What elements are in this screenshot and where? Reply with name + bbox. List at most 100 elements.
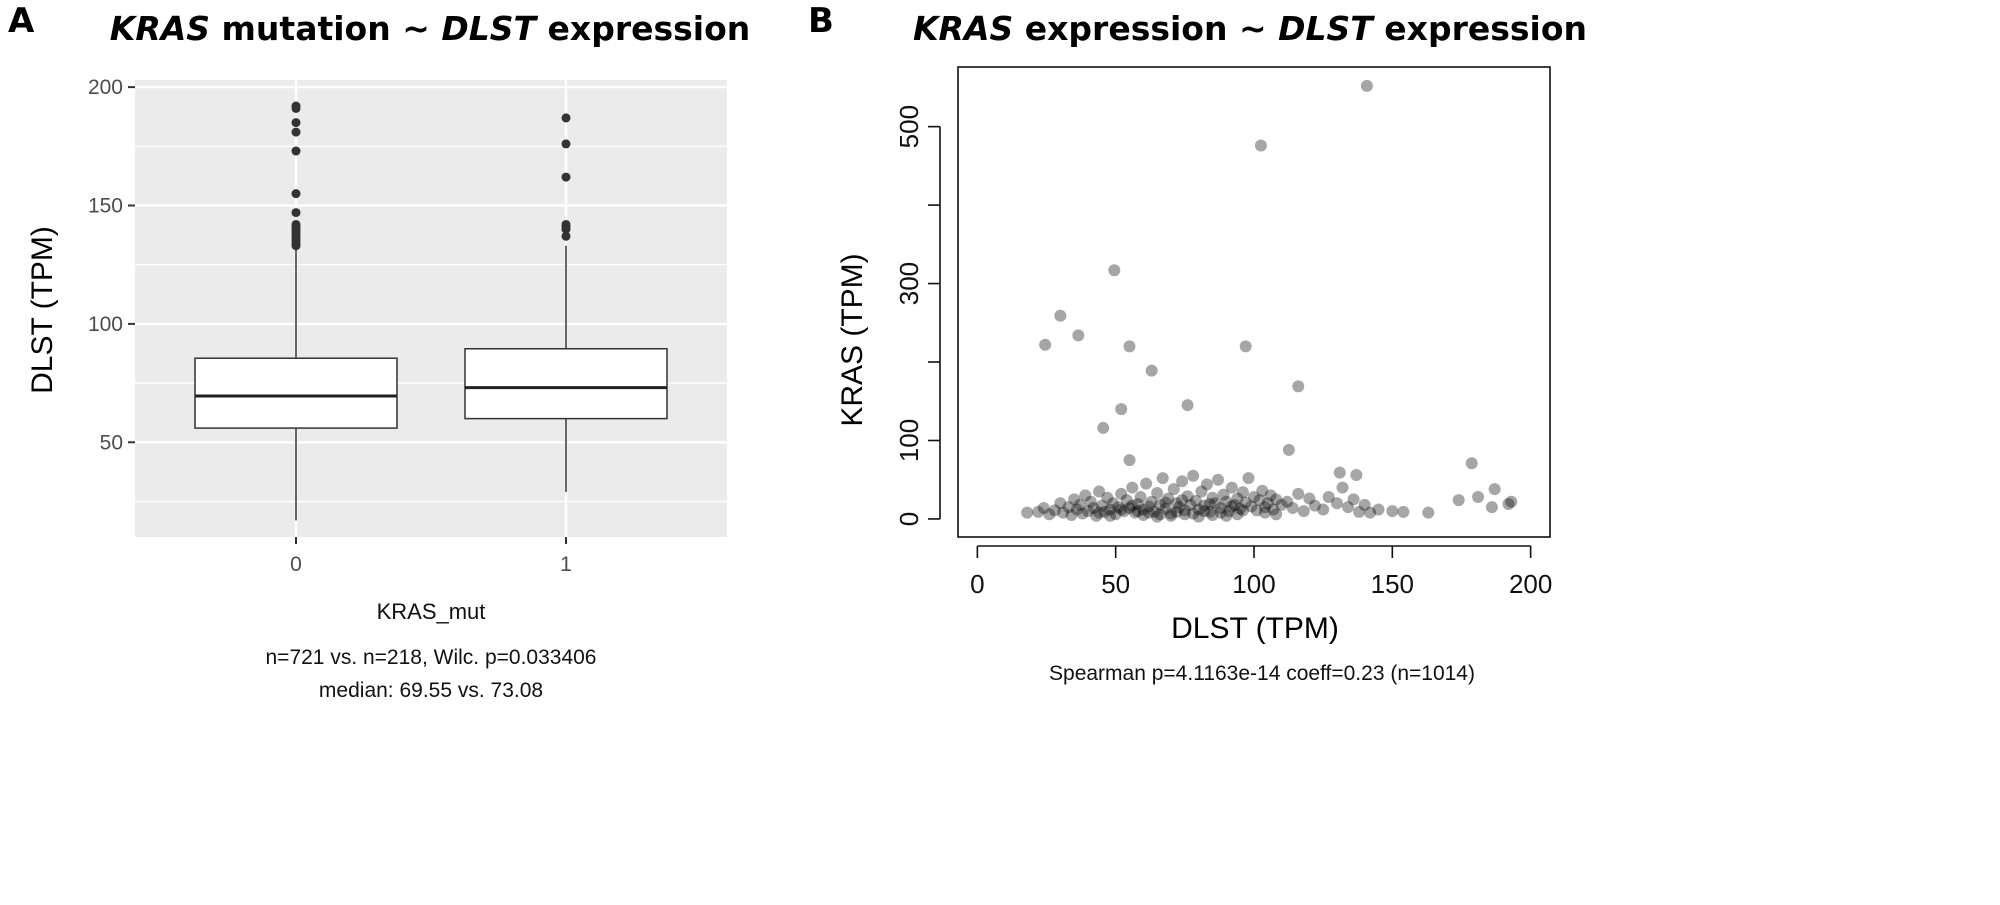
data-point [1292,380,1305,393]
data-point [1281,495,1294,508]
data-point [1108,264,1121,277]
y-tick-label: 0 [894,512,924,526]
data-point [1214,501,1227,514]
y-tick-label: 100 [894,419,924,462]
data-point [1178,508,1191,521]
data-point [1472,490,1485,503]
box [464,348,668,420]
data-point [1065,509,1078,522]
x-tick-label: 0 [290,553,302,576]
scatter-chart: 0 50 100 150 200 0 100 300 500 DLST (TPM) KRAS (TP… [836,66,1552,685]
data-point [1115,487,1128,500]
data-point [1465,457,1478,470]
panel-background [135,80,727,537]
data-point [1386,505,1399,518]
data-point [1214,506,1227,519]
outlier-point [291,127,301,137]
boxplot-chart: 50 100 150 200 0 1 KRAS_mut DLST (TPM) n=721 vs.… [26,76,727,702]
data-point [1087,501,1100,514]
data-point [1148,505,1161,518]
panel-b-letter: B [808,1,834,41]
panel-a-letter: A [8,1,35,41]
data-point [1093,485,1106,498]
data-point [1178,504,1191,517]
data-point [1198,505,1211,518]
y-tick-label: 200 [88,76,123,99]
y-axis-label: DLST (TPM) [26,226,59,394]
data-point [1153,498,1166,511]
data-point [1181,399,1194,412]
y-axis-label: KRAS (TPM) [836,253,869,426]
x-tick-label: 200 [1509,569,1552,599]
data-point [1360,79,1373,92]
data-point [1079,489,1092,502]
data-point [1248,490,1260,503]
data-point [1142,500,1155,513]
data-point [1073,498,1086,511]
data-point [1156,472,1169,485]
data-point [1264,489,1277,502]
data-point [1162,492,1175,505]
data-point [1270,508,1283,521]
data-point [1057,506,1070,519]
data-point [1095,499,1108,512]
data-point [1422,506,1435,519]
data-point [1303,492,1316,505]
data-point [1234,502,1247,515]
data-point [1297,505,1310,518]
data-point [1353,505,1366,518]
data-point [1253,494,1266,507]
x-tick-label: 100 [1232,569,1275,599]
data-point [1347,493,1360,506]
data-point [1228,498,1241,511]
data-point [1159,502,1172,515]
data-point [1200,478,1213,491]
data-point [1126,481,1139,494]
data-point [1223,505,1236,518]
outlier-point [291,118,301,128]
data-point [1452,494,1465,507]
data-point [1115,403,1128,416]
data-point [1217,488,1230,501]
data-point [1267,503,1280,516]
data-point [1170,505,1183,518]
data-point [1153,508,1166,521]
y-tick-label: 150 [88,194,123,217]
data-point [1039,338,1052,351]
data-point [1292,487,1305,500]
data-point [1502,498,1515,511]
data-point [1242,472,1255,485]
data-point [1043,508,1056,521]
data-point [1245,500,1258,513]
title-a-gene1: KRAS [110,9,210,48]
data-point [1184,498,1197,511]
data-point [1198,499,1211,512]
data-point [1239,496,1252,509]
data-point [1068,493,1081,506]
data-point [1106,497,1119,510]
data-point [1206,491,1219,504]
data-point [1173,501,1186,514]
y-tick-label: 100 [88,313,123,336]
data-point [1072,329,1085,342]
x-axis-label: DLST (TPM) [1171,612,1339,645]
title-a-end: expression [536,9,750,48]
data-point [1076,507,1089,520]
data-point [1364,506,1377,519]
data-point [1350,469,1363,482]
data-point [1151,510,1164,523]
data-point [1101,491,1114,504]
x-tick-label: 1 [560,553,572,576]
data-point [1109,508,1122,521]
data-point [1167,483,1180,496]
data-point [1212,473,1225,486]
data-point [1151,487,1164,500]
data-point [1250,504,1263,517]
title-b-gene1: KRAS [913,9,1013,48]
data-point [1120,494,1133,507]
data-point [1093,506,1106,519]
data-point [1225,481,1238,494]
data-point [1189,494,1202,507]
data-point [1123,501,1136,514]
